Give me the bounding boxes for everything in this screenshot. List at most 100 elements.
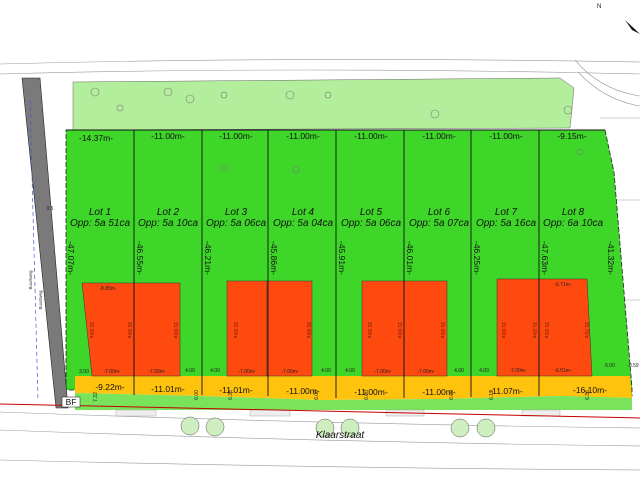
svg-text:-46.55m-: -46.55m-	[135, 241, 145, 275]
lot-labels: Lot 1 Opp: 5a 51ca Lot 2 Opp: 5a 10ca Lo…	[70, 207, 603, 229]
building-lot2	[133, 282, 181, 377]
lot-1-area: Opp: 5a 51ca	[70, 218, 130, 229]
svg-text:6.00: 6.00	[314, 390, 320, 400]
building-lot7	[496, 278, 540, 377]
svg-text:4.00: 4.00	[479, 368, 489, 374]
svg-text:-7.00m-: -7.00m-	[238, 369, 256, 375]
svg-text:4.00: 4.00	[185, 368, 195, 374]
svg-text:-11.01m-: -11.01m-	[219, 385, 253, 395]
svg-text:-11.00m-: -11.00m-	[422, 131, 456, 141]
svg-text:-9.15m-: -9.15m-	[557, 131, 586, 141]
front-yard-strip	[75, 376, 632, 400]
lot-5-area: Opp: 5a 06ca	[341, 218, 401, 229]
svg-text:15.00m: 15.00m	[126, 322, 132, 339]
svg-text:-7.00m-: -7.00m-	[509, 368, 527, 374]
svg-text:-7.00m-: -7.00m-	[103, 369, 121, 375]
lot-6-area: Opp: 5a 07ca	[409, 218, 469, 229]
building-depth-dims: 15.00m 15.00m 15.00m 15.00m 15.00m 15.00…	[88, 322, 589, 339]
svg-text:6.36: 6.36	[585, 390, 591, 400]
svg-text:-16.10m-: -16.10m-	[573, 385, 607, 395]
svg-text:15.00m: 15.00m	[439, 322, 445, 339]
svg-text:6.33: 6.33	[228, 390, 234, 400]
svg-text:15.00m: 15.00m	[500, 322, 506, 339]
svg-text:6.00: 6.00	[194, 390, 200, 400]
lot-7-name: Lot 7	[495, 207, 518, 218]
lot-5-name: Lot 5	[360, 207, 383, 218]
svg-text:15.00m: 15.00m	[172, 322, 178, 339]
depth-dims: -47.07m- -46.55m- -46.21m- -45.86m- -45.…	[66, 241, 616, 275]
bf-marker-box	[61, 396, 81, 408]
lot-4-name: Lot 4	[292, 207, 315, 218]
side-road-label: Buurtweg	[28, 270, 33, 290]
svg-text:-8.59: -8.59	[627, 363, 639, 369]
verge-right	[560, 396, 632, 408]
lot-8-name: Lot 8	[562, 207, 585, 218]
north-letter: N	[597, 4, 601, 10]
buildings	[81, 278, 593, 377]
svg-text:-11.00m-: -11.00m-	[354, 131, 388, 141]
trees	[90, 87, 584, 174]
svg-text:4.00: 4.00	[210, 368, 220, 374]
svg-text:15.00m: 15.00m	[366, 322, 372, 339]
svg-text:-7.00m-: -7.00m-	[281, 369, 299, 375]
lot-3-name: Lot 3	[225, 207, 248, 218]
svg-text:-41.32m-: -41.32m-	[606, 241, 616, 275]
svg-text:-11.00m-: -11.00m-	[422, 387, 456, 397]
building-lot5	[361, 280, 405, 377]
svg-text:-6.51m-: -6.51m-	[554, 368, 572, 374]
svg-text:-46.01m-: -46.01m-	[405, 241, 415, 275]
svg-text:-11.00m-: -11.00m-	[286, 386, 320, 396]
side-road	[21, 77, 69, 409]
svg-text:-9.22m-: -9.22m-	[95, 382, 124, 392]
side-road-blue-line	[29, 99, 39, 401]
svg-text:-45.86m-: -45.86m-	[269, 241, 279, 275]
svg-text:-11.00m-: -11.00m-	[489, 131, 523, 141]
svg-text:0.5: 0.5	[47, 206, 54, 212]
svg-text:4.00: 4.00	[321, 368, 331, 374]
svg-text:6.00: 6.00	[605, 363, 615, 369]
svg-text:-11.07m-: -11.07m-	[489, 386, 523, 396]
building-lot6	[403, 280, 448, 377]
svg-text:6.19: 6.19	[489, 390, 495, 400]
svg-text:-8.85m-: -8.85m-	[99, 286, 117, 292]
road-boundary-line	[0, 403, 640, 419]
svg-text:-11.01m-: -11.01m-	[151, 384, 185, 394]
svg-text:7.22: 7.22	[93, 392, 99, 402]
building-lot3	[226, 280, 268, 377]
green-buffer-zone	[72, 77, 575, 131]
svg-text:15.00m: 15.00m	[88, 322, 94, 339]
svg-text:-14.37m-: -14.37m-	[79, 133, 113, 143]
bottom-width-dims: -9.22m- -11.01m- -11.01m- -11.00m- -11.0…	[95, 382, 607, 397]
svg-text:6.00: 6.00	[364, 390, 370, 400]
lot-2-name: Lot 2	[157, 207, 180, 218]
svg-text:-46.25m-: -46.25m-	[472, 241, 482, 275]
lot-1-name: Lot 1	[89, 207, 111, 218]
bf-marker: BF	[66, 397, 77, 407]
svg-text:15.00m: 15.00m	[543, 322, 549, 339]
lot-6-name: Lot 6	[428, 207, 451, 218]
north-arrow-icon: N	[597, 4, 640, 34]
svg-text:-7.00m-: -7.00m-	[148, 369, 166, 375]
svg-text:-11.00m-: -11.00m-	[151, 131, 185, 141]
svg-text:-7.00m-: -7.00m-	[374, 369, 392, 375]
svg-text:-11.00m-: -11.00m-	[219, 131, 253, 141]
lot-3-area: Opp: 5a 06ca	[206, 218, 266, 229]
svg-text:-47.07m-: -47.07m-	[66, 241, 76, 275]
top-width-dims: -14.37m- -11.00m- -11.00m- -11.00m- -11.…	[79, 131, 587, 143]
lot-dividers	[133, 130, 540, 398]
svg-text:15.00m: 15.00m	[232, 322, 238, 339]
svg-text:-47.63m-: -47.63m-	[540, 241, 550, 275]
svg-text:15.71m: 15.71m	[583, 322, 589, 339]
svg-text:3.00: 3.00	[79, 369, 89, 375]
building-width-dims: -8.85m- -7.00m- -7.00m- -7.00m- -7.00m- …	[99, 282, 572, 375]
svg-text:-7.00m-: -7.00m-	[417, 369, 435, 375]
lot-7-area: Opp: 5a 16ca	[476, 218, 536, 229]
svg-text:15.00m: 15.00m	[305, 322, 311, 339]
svg-text:15.00m: 15.00m	[531, 322, 537, 339]
street-name: Klaarstraat	[316, 430, 366, 441]
svg-text:-46.21m-: -46.21m-	[203, 241, 213, 275]
lot-2-area: Opp: 5a 10ca	[138, 218, 198, 229]
svg-text:4.00: 4.00	[454, 368, 464, 374]
svg-text:-6.71m-: -6.71m-	[554, 282, 572, 288]
